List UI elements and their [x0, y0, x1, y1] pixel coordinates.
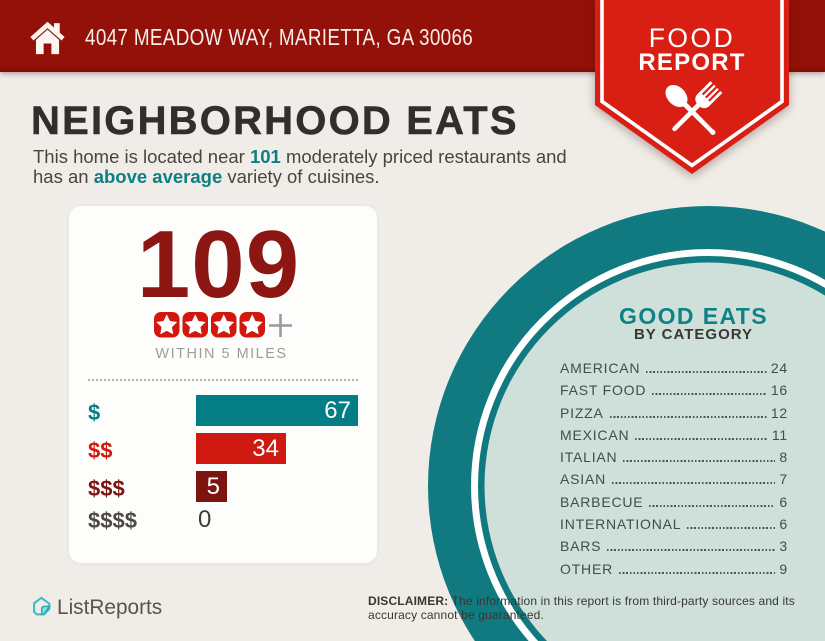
svg-text:REPORT: REPORT — [638, 49, 745, 76]
svg-text:FOOD: FOOD — [649, 23, 736, 53]
